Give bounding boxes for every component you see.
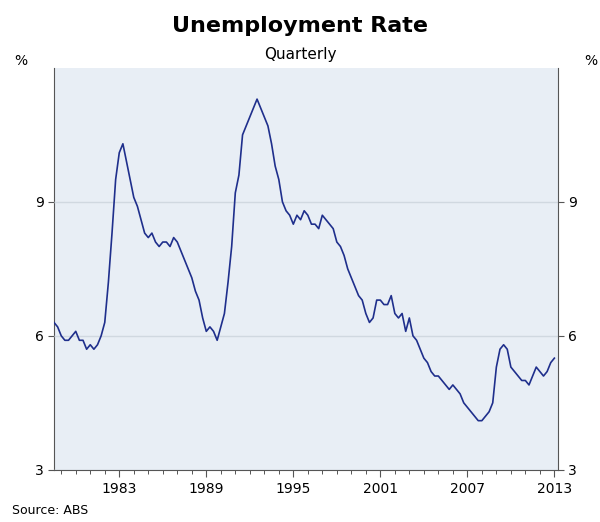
Text: Unemployment Rate: Unemployment Rate bbox=[172, 16, 428, 35]
Text: Source: ABS: Source: ABS bbox=[12, 504, 88, 517]
Text: Quarterly: Quarterly bbox=[264, 47, 336, 62]
Text: %: % bbox=[584, 54, 598, 68]
Text: %: % bbox=[14, 54, 28, 68]
